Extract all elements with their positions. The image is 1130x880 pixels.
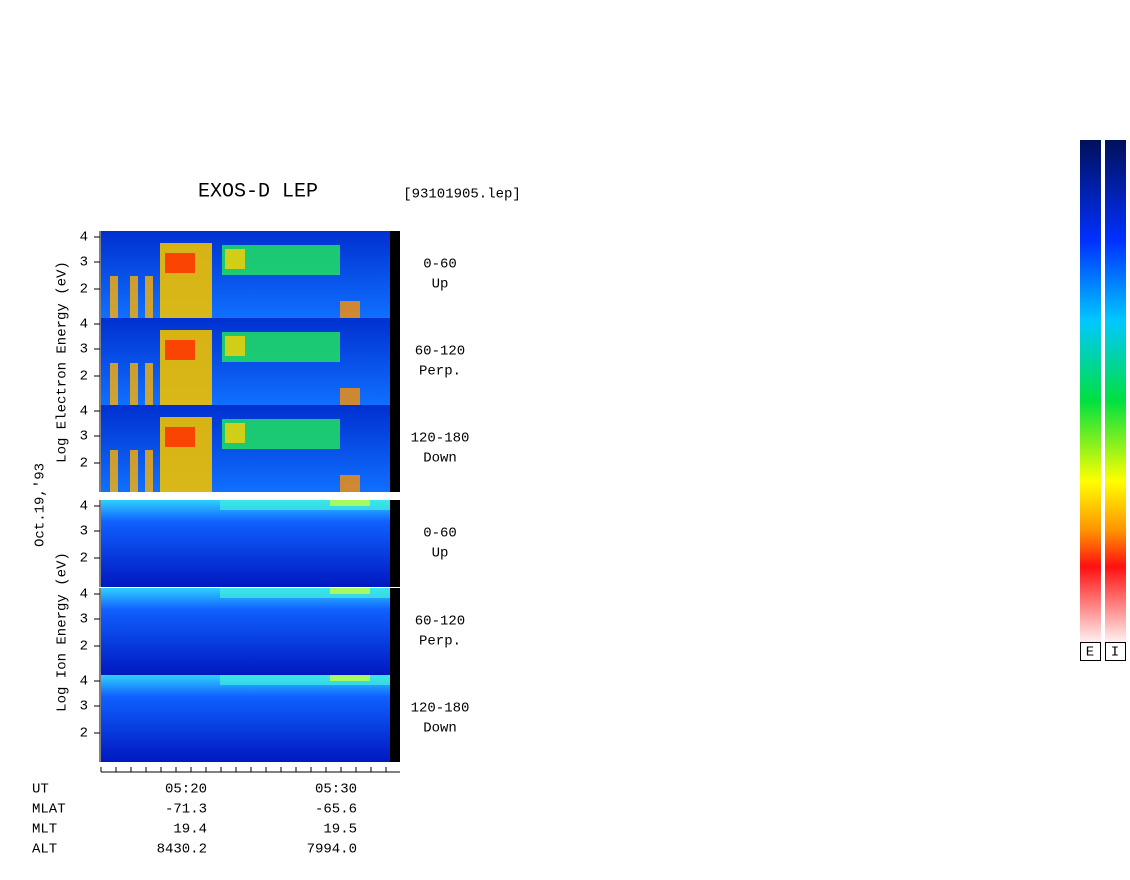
y-tick-label: 2 xyxy=(80,369,88,385)
y-tick-label: 3 xyxy=(80,255,88,271)
emission xyxy=(110,276,118,318)
panel-angle: 120-180 xyxy=(411,701,470,717)
colorbar-e xyxy=(1080,140,1101,642)
panel-edge xyxy=(390,675,400,762)
date: Oct.19,'93 xyxy=(33,463,49,547)
colorbar-label-box xyxy=(1080,642,1101,661)
panel-angle: 120-180 xyxy=(411,431,470,447)
emission xyxy=(220,500,390,510)
spectrogram-panel xyxy=(101,500,390,587)
y-tick-label: 3 xyxy=(80,699,88,715)
spectrogram-panel xyxy=(101,675,390,762)
emission xyxy=(110,450,118,492)
panel-edge xyxy=(390,588,400,675)
emission xyxy=(340,388,360,405)
y-tick-label: 2 xyxy=(80,726,88,742)
emission xyxy=(220,675,390,685)
y-tick-label: 4 xyxy=(80,317,88,333)
footer-value: 7994.0 xyxy=(307,842,357,858)
emission xyxy=(340,301,360,318)
panel-angle: 0-60 xyxy=(423,257,457,273)
colorbar-label-box xyxy=(1105,642,1126,661)
panel-angle: 0-60 xyxy=(423,526,457,542)
y-tick-label: 2 xyxy=(80,282,88,298)
colorbar-label: E xyxy=(1086,645,1094,661)
panel-direction: Up xyxy=(432,277,449,293)
electron-axis-label: Log Electron Energy (eV) xyxy=(55,261,71,463)
panel-direction: Perp. xyxy=(419,634,461,650)
emission xyxy=(110,363,118,405)
emission xyxy=(145,363,153,405)
panel-edge xyxy=(390,231,400,318)
y-tick-label: 4 xyxy=(80,674,88,690)
footer-label: UT xyxy=(32,782,49,798)
footer-value: 8430.2 xyxy=(157,842,207,858)
footer-label: MLAT xyxy=(32,802,66,818)
y-tick-label: 3 xyxy=(80,612,88,628)
panel-direction: Down xyxy=(423,451,457,467)
panel-direction: Perp. xyxy=(419,364,461,380)
emission xyxy=(220,588,390,598)
emission xyxy=(145,276,153,318)
emission xyxy=(225,423,245,443)
ion-axis-label: Log Ion Energy (eV) xyxy=(55,552,71,712)
emission xyxy=(330,588,370,594)
footer-label: ALT xyxy=(32,842,57,858)
panel-angle: 60-120 xyxy=(415,614,465,630)
emission xyxy=(340,475,360,492)
panel-direction: Up xyxy=(432,546,449,562)
y-tick-label: 4 xyxy=(80,404,88,420)
panel-edge xyxy=(390,405,400,492)
emission xyxy=(330,500,370,506)
panel-edge xyxy=(390,318,400,405)
emission xyxy=(165,427,195,447)
y-tick-label: 3 xyxy=(80,429,88,445)
y-tick-label: 4 xyxy=(80,587,88,603)
title: EXOS-D LEP xyxy=(198,180,318,203)
panel-edge xyxy=(390,500,400,587)
emission xyxy=(165,253,195,273)
panel-direction: Down xyxy=(423,721,457,737)
emission xyxy=(225,249,245,269)
footer-value: -71.3 xyxy=(165,802,207,818)
emission xyxy=(130,450,138,492)
emission xyxy=(330,675,370,681)
y-tick-label: 2 xyxy=(80,551,88,567)
file-name: [93101905.lep] xyxy=(403,187,521,203)
y-tick-label: 4 xyxy=(80,230,88,246)
panel-angle: 60-120 xyxy=(415,344,465,360)
y-tick-label: 2 xyxy=(80,456,88,472)
footer-label: MLT xyxy=(32,822,57,838)
y-tick-label: 4 xyxy=(80,499,88,515)
footer-value: 05:30 xyxy=(315,782,357,798)
spectrogram-panel xyxy=(101,588,390,675)
footer-value: 19.4 xyxy=(173,822,207,838)
emission xyxy=(130,363,138,405)
emission xyxy=(165,340,195,360)
footer-value: 05:20 xyxy=(165,782,207,798)
footer-value: 19.5 xyxy=(323,822,357,838)
emission xyxy=(225,336,245,356)
colorbar-label: I xyxy=(1111,645,1119,661)
y-tick-label: 3 xyxy=(80,342,88,358)
colorbar-i xyxy=(1105,140,1126,642)
footer-value: -65.6 xyxy=(315,802,357,818)
emission xyxy=(130,276,138,318)
y-tick-label: 2 xyxy=(80,639,88,655)
emission xyxy=(145,450,153,492)
y-tick-label: 3 xyxy=(80,524,88,540)
